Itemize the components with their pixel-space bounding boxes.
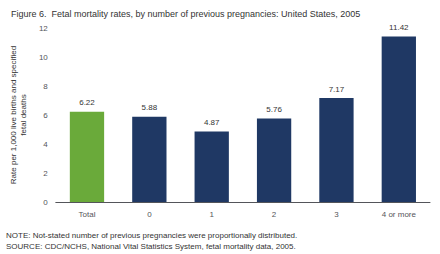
svg-text:Rate per 1,000 live births and: Rate per 1,000 live births and specified — [9, 46, 18, 184]
svg-text:fetal deaths: fetal deaths — [19, 94, 28, 135]
svg-text:Figure 6. Fetal mortality rat: Figure 6. Fetal mortality rates, by numb… — [11, 9, 360, 19]
svg-text:0: 0 — [147, 210, 152, 219]
svg-text:4: 4 — [43, 140, 48, 149]
svg-text:4.87: 4.87 — [204, 118, 220, 127]
svg-text:0: 0 — [43, 198, 48, 207]
svg-text:12: 12 — [39, 24, 48, 33]
svg-text:2: 2 — [272, 210, 277, 219]
svg-text:4 or more: 4 or more — [382, 210, 417, 219]
svg-text:7.17: 7.17 — [329, 85, 345, 94]
svg-text:10: 10 — [39, 53, 48, 62]
svg-text:SOURCE: CDC/NCHS, National Vit: SOURCE: CDC/NCHS, National Vital Statist… — [6, 242, 296, 251]
svg-text:6: 6 — [43, 111, 48, 120]
svg-text:6.22: 6.22 — [79, 98, 95, 107]
svg-text:5.88: 5.88 — [142, 103, 158, 112]
svg-text:2: 2 — [43, 169, 48, 178]
svg-text:Total: Total — [79, 210, 96, 219]
svg-text:11.42: 11.42 — [389, 23, 409, 32]
svg-text:8: 8 — [43, 82, 48, 91]
svg-text:NOTE: Not-stated number of pre: NOTE: Not-stated number of previous preg… — [6, 231, 297, 240]
svg-text:3: 3 — [334, 210, 339, 219]
svg-text:1: 1 — [209, 210, 214, 219]
svg-text:5.76: 5.76 — [266, 105, 282, 114]
